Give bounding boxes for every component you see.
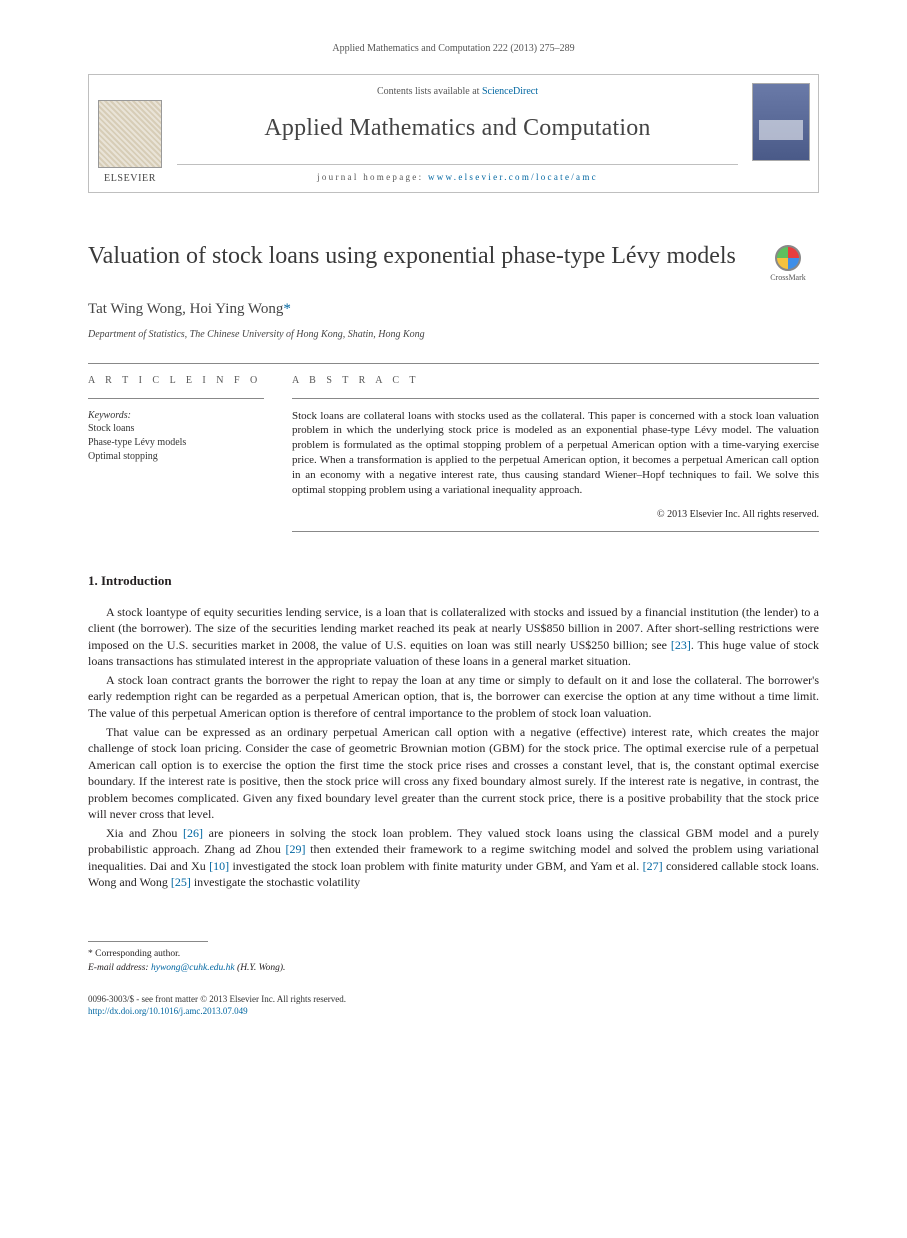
cover-thumbnail-block: [744, 75, 818, 192]
authors: Tat Wing Wong, Hoi Ying Wong*: [88, 299, 819, 319]
email-line: E-mail address: hywong@cuhk.edu.hk (H.Y.…: [88, 962, 819, 975]
author-names: Tat Wing Wong, Hoi Ying Wong: [88, 301, 283, 317]
body-paragraph: A stock loantype of equity securities le…: [88, 604, 819, 670]
email-label: E-mail address:: [88, 963, 151, 973]
journal-title: Applied Mathematics and Computation: [177, 112, 738, 144]
divider: [88, 363, 819, 364]
body-paragraph: A stock loan contract grants the borrowe…: [88, 672, 819, 722]
keyword-item: Stock loans: [88, 422, 264, 436]
article-info: A R T I C L E I N F O Keywords: Stock lo…: [88, 374, 264, 542]
divider: [292, 531, 819, 532]
elsevier-tree-icon: [98, 100, 162, 168]
footnote-divider: [88, 941, 208, 942]
keywords-head: Keywords:: [88, 409, 264, 423]
journal-reference: Applied Mathematics and Computation 222 …: [88, 42, 819, 56]
citation-link[interactable]: [10]: [209, 859, 229, 873]
citation-link[interactable]: [26]: [183, 826, 203, 840]
crossmark-label: CrossMark: [770, 273, 806, 284]
publisher-name: ELSEVIER: [104, 172, 156, 186]
keyword-item: Phase-type Lévy models: [88, 436, 264, 450]
body-paragraph: That value can be expressed as an ordina…: [88, 724, 819, 823]
affiliation: Department of Statistics, The Chinese Un…: [88, 328, 819, 342]
divider: [292, 398, 819, 399]
homepage-link[interactable]: www.elsevier.com/locate/amc: [428, 172, 598, 182]
citation-link[interactable]: [23]: [671, 638, 691, 652]
contents-prefix: Contents lists available at: [377, 86, 482, 97]
citation-link[interactable]: [29]: [286, 842, 306, 856]
copyright-line: 0096-3003/$ - see front matter © 2013 El…: [88, 993, 819, 1005]
crossmark-icon: [775, 245, 801, 271]
email-tail: (H.Y. Wong).: [235, 963, 286, 973]
doi-link[interactable]: http://dx.doi.org/10.1016/j.amc.2013.07.…: [88, 1006, 248, 1016]
abstract-text: Stock loans are collateral loans with st…: [292, 409, 819, 498]
text-run: investigate the stochastic volatility: [191, 875, 360, 889]
homepage-prefix: journal homepage:: [317, 172, 428, 182]
publisher-logo-block: ELSEVIER: [89, 75, 171, 192]
sciencedirect-link[interactable]: ScienceDirect: [482, 86, 538, 97]
masthead: ELSEVIER Contents lists available at Sci…: [88, 74, 819, 193]
corresponding-note: * Corresponding author.: [88, 948, 819, 961]
citation-link[interactable]: [25]: [171, 875, 191, 889]
divider: [88, 398, 264, 399]
journal-cover-icon: [752, 83, 810, 161]
email-link[interactable]: hywong@cuhk.edu.hk: [151, 963, 235, 973]
masthead-center: Contents lists available at ScienceDirec…: [171, 75, 744, 192]
citation-link[interactable]: [27]: [643, 859, 663, 873]
abstract-copyright: © 2013 Elsevier Inc. All rights reserved…: [292, 508, 819, 522]
paper-title: Valuation of stock loans using exponenti…: [88, 241, 737, 271]
keywords-list: Stock loans Phase-type Lévy models Optim…: [88, 422, 264, 464]
section-title: 1. Introduction: [88, 572, 819, 590]
footer-block: 0096-3003/$ - see front matter © 2013 El…: [88, 993, 819, 1017]
abstract-head: A B S T R A C T: [292, 374, 819, 388]
text-run: Xia and Zhou: [106, 826, 183, 840]
contents-line: Contents lists available at ScienceDirec…: [177, 85, 738, 99]
keyword-item: Optimal stopping: [88, 450, 264, 464]
body-paragraph: Xia and Zhou [26] are pioneers in solvin…: [88, 825, 819, 891]
abstract-block: A B S T R A C T Stock loans are collater…: [292, 374, 819, 542]
corresponding-mark: *: [283, 301, 291, 317]
crossmark-badge[interactable]: CrossMark: [757, 245, 819, 284]
text-run: investigated the stock loan problem with…: [229, 859, 642, 873]
article-info-head: A R T I C L E I N F O: [88, 374, 264, 388]
homepage-line: journal homepage: www.elsevier.com/locat…: [177, 164, 738, 183]
